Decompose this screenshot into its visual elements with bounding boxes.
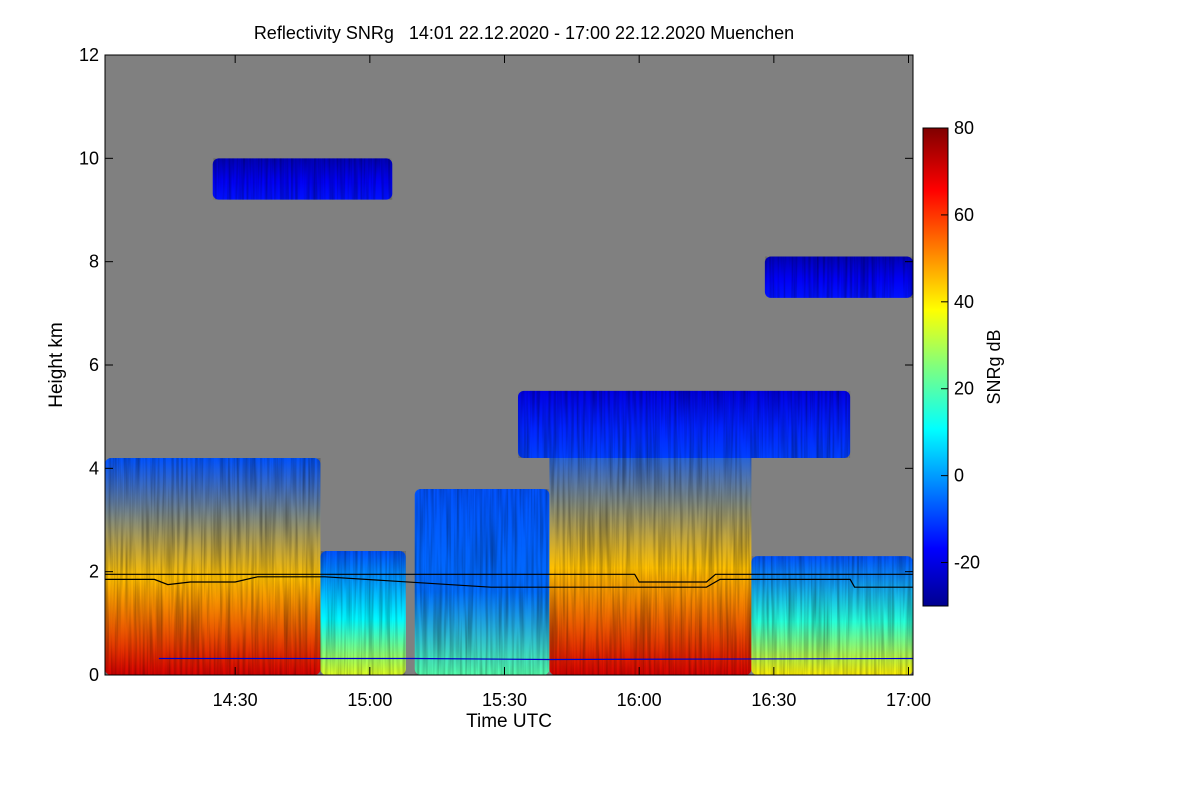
x-tick-label: 16:30 <box>751 690 796 710</box>
colorbar-tick-label: 20 <box>954 379 974 399</box>
colorbar-label: SNRg dB <box>984 329 1004 404</box>
y-tick-label: 12 <box>79 45 99 65</box>
echo-region-texture <box>414 489 550 675</box>
x-axis-label: Time UTC <box>466 711 552 732</box>
colorbar-tick-label: 60 <box>954 205 974 225</box>
y-tick-label: 6 <box>89 355 99 375</box>
colorbar-tick-label: -20 <box>954 553 980 573</box>
y-tick-label: 8 <box>89 252 99 272</box>
y-axis-label: Height km <box>46 322 67 408</box>
colorbar-tick-label: 0 <box>954 466 964 486</box>
boundary-line <box>105 576 913 588</box>
colorbar <box>922 127 949 607</box>
boundary-line <box>158 657 913 661</box>
chart-title: Reflectivity SNRg 14:01 22.12.2020 - 17:… <box>254 23 794 43</box>
echo-region-texture <box>764 256 913 298</box>
echo-region-texture <box>105 458 321 675</box>
echo-region-texture <box>212 158 393 200</box>
y-tick-label: 4 <box>89 458 99 478</box>
x-tick-label: 17:00 <box>886 690 931 710</box>
echo-regions <box>105 158 913 675</box>
x-axis-ticks: 14:30 15:00 15:30 16:00 16:30 17:00 <box>213 55 931 710</box>
x-tick-label: 15:00 <box>347 690 392 710</box>
y-tick-label: 0 <box>89 665 99 685</box>
boundary-line <box>105 573 913 583</box>
echo-region-texture <box>549 437 752 675</box>
y-tick-label: 10 <box>79 148 99 168</box>
boundary-lines <box>105 573 913 661</box>
x-tick-label: 16:00 <box>617 690 662 710</box>
echo-region-texture <box>751 556 913 675</box>
x-tick-label: 15:30 <box>482 690 527 710</box>
y-tick-label: 2 <box>89 562 99 582</box>
colorbar-tick-label: 80 <box>954 118 974 138</box>
colorbar-tick-label: 40 <box>954 292 974 312</box>
x-tick-label: 14:30 <box>213 690 258 710</box>
echo-region-texture <box>320 551 406 675</box>
y-axis-ticks: 0 2 4 6 8 10 12 <box>79 45 913 685</box>
colorbar-ticks: -20 0 20 40 60 80 <box>941 118 980 573</box>
echo-region-texture <box>517 390 851 458</box>
